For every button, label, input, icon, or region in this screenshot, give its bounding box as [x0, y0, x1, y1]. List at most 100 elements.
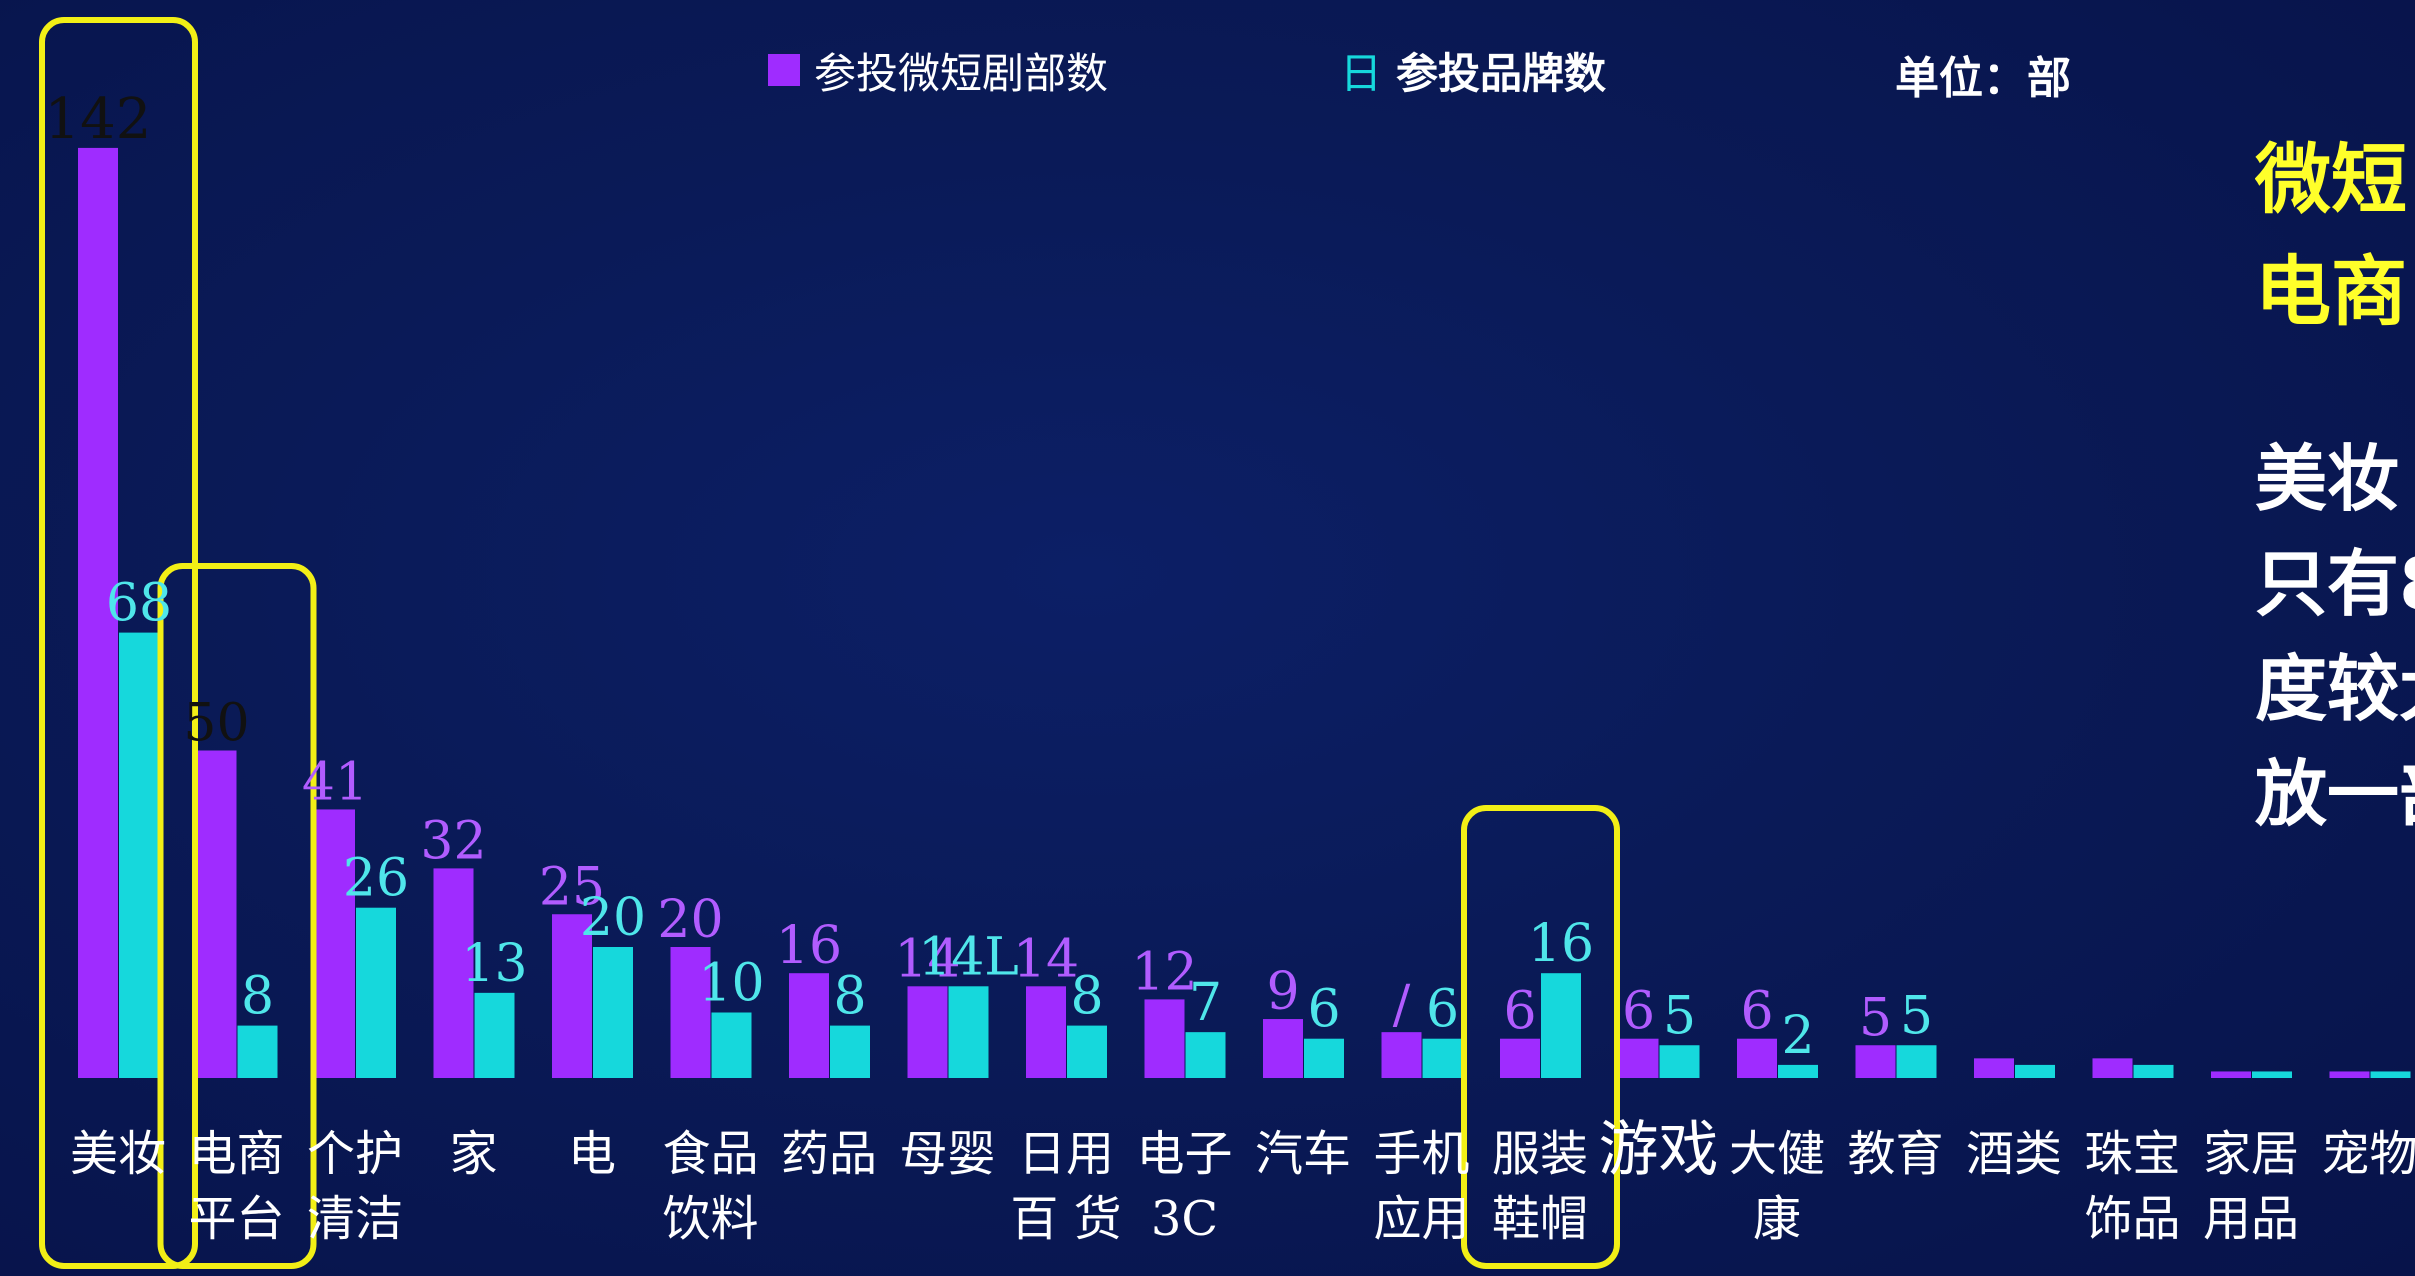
bar-series2: [2370, 1071, 2411, 1078]
data-label-series2: 8: [241, 967, 274, 1027]
data-label-series2: 68: [106, 574, 172, 634]
data-label-series2: 7: [1189, 973, 1222, 1033]
bar-series2: [2015, 1064, 2055, 1078]
category-label-line2: 清洁: [307, 1191, 403, 1247]
category-label: 母婴: [899, 1126, 995, 1182]
bar-series2: [1778, 1064, 1818, 1078]
category-label-line2: 用品: [2203, 1191, 2299, 1247]
data-label-series1: 14: [1013, 929, 1079, 989]
bar-series2: [1185, 1032, 1226, 1078]
bar-series2: [1659, 1045, 1700, 1078]
bar-series1: [1263, 1019, 1303, 1078]
bar-series2: [830, 1025, 870, 1078]
bar-series1: [2092, 1058, 2133, 1078]
category-label-line2: 3C: [1151, 1191, 1218, 1247]
bar-series2: [237, 1025, 278, 1078]
bar-series1: [433, 868, 474, 1078]
category-label: 个护: [307, 1126, 403, 1182]
bar-series2: [1067, 1025, 1107, 1078]
legend-label-series2: 参投品牌数: [1396, 48, 1607, 98]
category-label: 电商: [188, 1126, 284, 1182]
category-label: 家居: [2203, 1126, 2299, 1182]
category-label-line2: 鞋帽: [1492, 1191, 1588, 1247]
bar-series1: [1855, 1045, 1896, 1078]
category-label: 药品: [781, 1126, 877, 1182]
category-label: 教育: [1847, 1126, 1943, 1182]
data-label-series1: 6: [1740, 982, 1773, 1042]
bar-series1: [2329, 1071, 2370, 1078]
data-label-series2: 16: [1528, 914, 1594, 974]
bar-series1: [1500, 1038, 1540, 1078]
bar-series2: [1422, 1038, 1463, 1078]
category-label: 美妆: [70, 1126, 166, 1182]
legend-icon-series2: 日: [1340, 48, 1383, 98]
category-label-line2: 饰品: [2084, 1191, 2180, 1247]
data-label-series1: 6: [1503, 982, 1536, 1042]
data-label-series1: 5: [1859, 988, 1892, 1048]
category-label: 电: [568, 1126, 616, 1182]
highlight-frame: [39, 17, 198, 1269]
data-label-series1: 142: [45, 87, 152, 152]
bar-series2: [1541, 973, 1581, 1078]
category-label: 宠物: [2321, 1126, 2415, 1182]
bar-series2: [119, 632, 159, 1078]
bar-series2: [1896, 1045, 1937, 1078]
data-label-series1: 20: [657, 890, 723, 950]
data-label-series1: 6: [1622, 982, 1655, 1042]
side-text-line-2: 电商: [2255, 247, 2407, 336]
category-label: 食品: [662, 1126, 758, 1182]
category-label: 汽车: [1255, 1126, 1351, 1182]
legend-series1: 参投微短剧部数: [768, 40, 1108, 100]
bar-series2: [948, 986, 989, 1078]
bar-series2: [2133, 1064, 2174, 1078]
side-text-line-4: 只有8: [2255, 542, 2415, 626]
bar-series2: [711, 1012, 752, 1078]
data-label-series2: 13: [461, 934, 527, 994]
bar-series1: [78, 147, 118, 1078]
data-label-series2: 10: [698, 954, 764, 1014]
data-label-series1: 9: [1266, 962, 1299, 1022]
bar-series1: [1144, 999, 1185, 1078]
data-label-series2: 26: [343, 849, 409, 909]
bar-series1: [789, 973, 829, 1078]
category-label-line2: 平台: [188, 1191, 284, 1247]
data-label-series2: 5: [1663, 986, 1696, 1046]
data-label-series1: 25: [539, 857, 605, 917]
category-label: 手机: [1373, 1126, 1469, 1182]
bar-series1: [315, 809, 355, 1078]
data-label-series2: 8: [1070, 967, 1103, 1027]
category-label: 珠宝: [2084, 1126, 2180, 1182]
data-label-series2: 8: [833, 967, 866, 1027]
category-label-line2: 百 货: [1010, 1191, 1121, 1247]
data-label-series1: 16: [776, 916, 842, 976]
side-text-line-1: 微短: [2255, 135, 2407, 224]
data-label-series1: 32: [420, 811, 486, 871]
category-labels: 美妆 电商平台个护清洁家 电食品饮料药品 母婴 日用百 货电子 3C 汽车 手机应用服装鞋帽游…: [70, 1115, 2415, 1247]
bar-series1: [907, 986, 948, 1078]
category-label-line2: 饮料: [662, 1191, 758, 1247]
bar-series2: [356, 907, 396, 1078]
side-text-line-3: 美妆: [2255, 437, 2400, 521]
category-label: 服装: [1492, 1126, 1588, 1182]
data-label-series1: /: [1393, 975, 1411, 1035]
data-label-series2: 6: [1307, 980, 1340, 1040]
data-label-series2: 5: [1900, 986, 1933, 1046]
data-label-series1: 50: [183, 694, 249, 754]
bar-series1: [1381, 1032, 1422, 1078]
side-text-line-5: 度较大: [2255, 647, 2415, 731]
data-label-series2: 20: [580, 888, 646, 948]
bar-series1: [1974, 1058, 2014, 1078]
data-label-series1: 12: [1131, 942, 1197, 1002]
side-text-line-6: 放一部: [2255, 752, 2415, 836]
bar-series1: [552, 914, 592, 1078]
bar-series2: [2252, 1071, 2292, 1078]
data-label-series2: 2: [1781, 1006, 1814, 1066]
bars-group: [78, 147, 2411, 1078]
bar-series1: [196, 750, 237, 1078]
category-label: 日用: [1018, 1126, 1114, 1182]
bar-series1: [1737, 1038, 1777, 1078]
legend-label-series1: 参投微短剧部数: [814, 48, 1109, 98]
highlight-frames: [39, 17, 1620, 1269]
